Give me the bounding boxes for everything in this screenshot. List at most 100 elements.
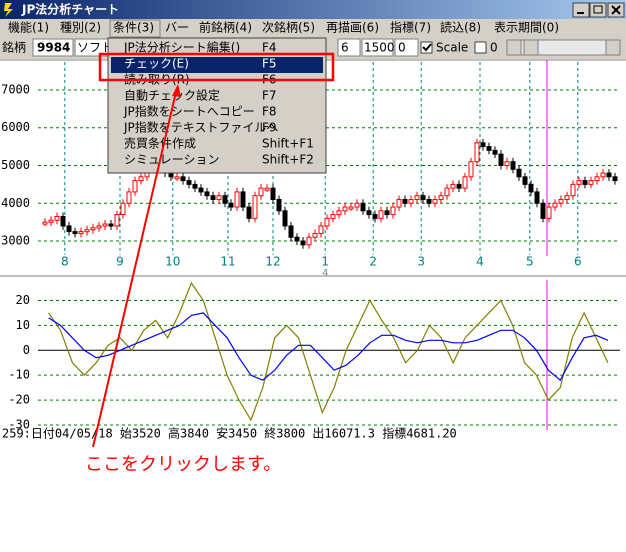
menu-item[interactable]: 再描画(6) bbox=[326, 21, 379, 35]
menu-item[interactable]: 前銘柄(4) bbox=[199, 20, 252, 35]
menu-item[interactable]: 表示期間(0) bbox=[494, 21, 559, 35]
status-line: 259:日付04/05/18 始3520 高3840 安3450 終3800 出… bbox=[2, 426, 457, 441]
candle bbox=[390, 206, 396, 216]
count-input[interactable] bbox=[361, 38, 394, 57]
dropdown-label[interactable]: JP指数をシートへコピー bbox=[123, 104, 255, 119]
candle bbox=[396, 198, 402, 208]
y-tick-label: 10 bbox=[16, 318, 30, 332]
candle bbox=[198, 187, 204, 193]
menu-item[interactable]: 機能(1) bbox=[8, 20, 49, 35]
candle bbox=[384, 210, 390, 216]
candle bbox=[438, 195, 444, 200]
check bbox=[422, 43, 432, 52]
menu-item[interactable]: バー bbox=[165, 21, 189, 35]
candle bbox=[570, 183, 576, 197]
dropdown-label[interactable]: 売買条件作成 bbox=[124, 136, 196, 151]
menu-item[interactable]: 読込(8) bbox=[440, 20, 481, 35]
candle bbox=[48, 219, 54, 223]
count: 1500 bbox=[364, 41, 395, 55]
candle bbox=[228, 202, 234, 208]
candle bbox=[168, 172, 174, 178]
app-icon bbox=[4, 3, 13, 17]
candle bbox=[246, 206, 252, 219]
candle bbox=[54, 215, 60, 221]
candle bbox=[258, 187, 264, 197]
candle bbox=[564, 195, 570, 200]
candle bbox=[264, 187, 270, 191]
candle bbox=[414, 195, 420, 200]
year-label: 4 bbox=[322, 268, 328, 279]
menu-item[interactable]: 指標(7) bbox=[390, 20, 431, 35]
candle bbox=[462, 176, 468, 189]
candle bbox=[360, 202, 366, 212]
candle bbox=[312, 232, 318, 238]
candle bbox=[420, 195, 426, 200]
candle bbox=[42, 221, 48, 225]
candle bbox=[426, 198, 432, 204]
candle bbox=[66, 225, 72, 233]
candle bbox=[102, 223, 108, 227]
candle bbox=[126, 191, 132, 204]
dropdown-label[interactable]: JP法分析シート編集() bbox=[123, 40, 240, 55]
menu-item[interactable]: 条件(3) bbox=[113, 21, 154, 35]
maximize[interactable] bbox=[589, 2, 607, 18]
code-input[interactable] bbox=[32, 38, 74, 57]
candle bbox=[576, 180, 582, 185]
y-tick-label: 5000 bbox=[1, 158, 30, 172]
x-tick-label: 10 bbox=[165, 255, 180, 269]
candle bbox=[306, 236, 312, 246]
dropdown-label[interactable]: 自動チェック設定 bbox=[124, 88, 220, 103]
scroll-right[interactable] bbox=[605, 39, 621, 56]
candle bbox=[132, 180, 138, 193]
candle bbox=[546, 206, 552, 219]
menu-item[interactable]: 種別(2) bbox=[60, 21, 101, 35]
candle bbox=[120, 202, 126, 216]
scale-checkbox[interactable] bbox=[420, 41, 433, 54]
dropdown-label[interactable]: チェック(E) bbox=[124, 57, 189, 71]
candle bbox=[294, 236, 300, 242]
code: 9984 bbox=[37, 41, 70, 55]
dropdown-label[interactable]: シミュレーション bbox=[124, 153, 220, 167]
scale-label: Scale bbox=[436, 41, 468, 55]
candle bbox=[318, 225, 324, 234]
menu-bar: 機能(1) 種別(2) 条件(3) バー 前銘柄(4) 次銘柄(5) 再描画(6) 指標(7)… bbox=[8, 20, 559, 35]
y-tick-label: 4000 bbox=[1, 196, 30, 210]
candle bbox=[348, 206, 354, 210]
offset-input[interactable] bbox=[394, 38, 419, 57]
candle bbox=[606, 172, 612, 178]
candle bbox=[78, 231, 84, 235]
candle bbox=[174, 176, 180, 180]
scroll-thumb[interactable] bbox=[523, 39, 539, 56]
candle bbox=[234, 191, 240, 208]
x-tick-label: 4 bbox=[476, 255, 484, 269]
dropdown-label[interactable]: JP指数をテキストファイルへ bbox=[123, 120, 278, 135]
y-tick-label: 20 bbox=[16, 293, 30, 307]
x-tick-label: 6 bbox=[574, 255, 582, 269]
scroll-left[interactable] bbox=[506, 39, 522, 56]
candle bbox=[450, 183, 456, 189]
window-buttons bbox=[572, 2, 625, 18]
candle bbox=[486, 146, 492, 151]
x-tick-label: 12 bbox=[265, 255, 280, 269]
candle bbox=[342, 206, 348, 212]
candle bbox=[270, 187, 276, 200]
candle bbox=[276, 198, 282, 212]
candle bbox=[516, 168, 522, 178]
x-tick-label: 5 bbox=[526, 255, 534, 269]
candle bbox=[588, 180, 594, 185]
candle bbox=[252, 195, 258, 219]
candle bbox=[204, 191, 210, 197]
arrow bbox=[92, 91, 177, 448]
dropdown-shortcut: Shift+F2 bbox=[262, 153, 314, 167]
x-tick-label: 1 bbox=[321, 255, 329, 269]
title-bar bbox=[0, 0, 626, 19]
glyph bbox=[593, 5, 603, 14]
menu-item[interactable]: 次銘柄(5) bbox=[262, 20, 315, 35]
period-input[interactable] bbox=[337, 38, 361, 57]
candle bbox=[90, 227, 96, 231]
candle bbox=[330, 214, 336, 219]
minimize[interactable] bbox=[572, 2, 590, 18]
candle bbox=[288, 225, 294, 238]
menu-pressed bbox=[109, 19, 161, 38]
zero-checkbox[interactable] bbox=[474, 41, 487, 54]
